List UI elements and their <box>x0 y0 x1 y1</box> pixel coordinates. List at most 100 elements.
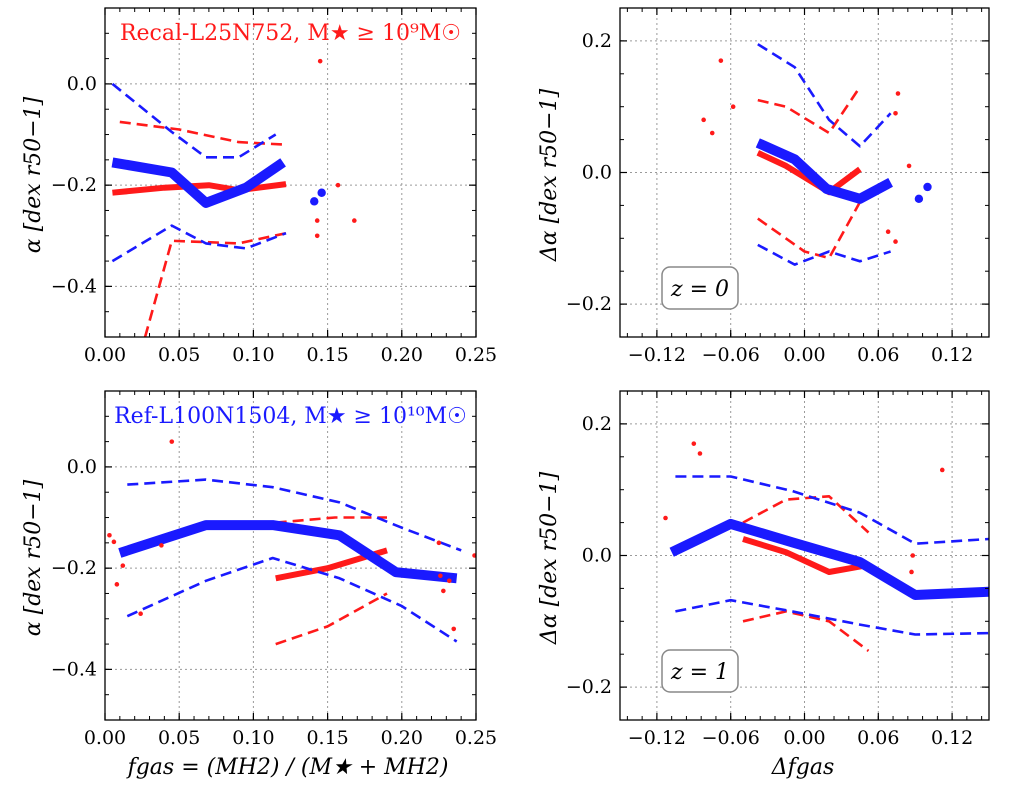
series-blue-dashed <box>675 475 989 546</box>
x-tick-label: −0.06 <box>702 727 760 749</box>
y-tick-label: 0.2 <box>582 30 612 52</box>
data-point-red <box>939 467 945 473</box>
x-tick-label: 0.00 <box>783 727 825 749</box>
xlabel-left: fgas = (MH2) / (M★ + MH2) <box>126 755 449 780</box>
x-tick-label: 0.20 <box>381 344 423 366</box>
y-tick-label: 0.0 <box>67 456 97 478</box>
x-tick-label: −0.12 <box>628 344 686 366</box>
data-point-red <box>446 578 452 584</box>
x-tick-label: 0.10 <box>232 344 274 366</box>
panel-bottom-right: −0.12 −0.06 0.00 0.06 0.12 −0.2 0.0 0.2 z = 1 <box>566 390 990 749</box>
series-red-solid-thick <box>112 181 287 196</box>
series-blue-dashed <box>111 82 277 159</box>
data-point-red <box>895 91 901 96</box>
x-tick-label: 0.12 <box>931 344 973 366</box>
series-red-solid-thick <box>742 536 867 575</box>
data-point-red <box>910 553 916 558</box>
data-point-red <box>120 563 126 568</box>
series-red-dashed <box>275 592 388 646</box>
data-point-red <box>697 451 703 456</box>
y-tick-label: −0.2 <box>51 174 97 196</box>
series-blue-solid-thicker <box>118 520 458 584</box>
data-point-red <box>159 543 164 548</box>
plot-area <box>701 43 932 266</box>
data-point-red <box>893 239 898 244</box>
series-blue-dashed <box>675 598 989 636</box>
redshift-box <box>661 649 739 693</box>
redshift-label: z = 1 <box>670 660 729 685</box>
x-tick-label: 0.12 <box>931 727 973 749</box>
panel-bottom-left: 0.00 0.05 0.10 0.15 0.20 0.25 −0.4 −0.2 0.0 Ref-L… <box>51 390 497 749</box>
data-point-red <box>451 626 457 632</box>
data-point-red <box>107 532 112 538</box>
series-red-dashed <box>143 231 287 337</box>
data-point-red <box>169 439 175 444</box>
data-point-red <box>893 110 898 116</box>
x-tick-label: −0.06 <box>702 344 760 366</box>
x-tick-label: 0.25 <box>455 344 497 366</box>
ylabel-bottom-right: Δα [dex r50−1] <box>537 471 562 645</box>
series-red-solid-thick <box>756 150 862 196</box>
data-point-red <box>335 182 341 188</box>
data-point-red <box>436 540 442 546</box>
data-point-red <box>352 218 357 223</box>
axes-frame <box>104 7 477 338</box>
y-tick-label: −0.2 <box>51 557 97 579</box>
x-tick-label: 0.25 <box>455 727 497 749</box>
y-tick-label: −0.4 <box>51 275 97 297</box>
series-blue-dashed <box>127 478 462 552</box>
data-point-blue <box>317 188 326 197</box>
axes-frame <box>104 390 477 721</box>
series-blue-dashed <box>757 43 892 148</box>
series-red-dashed <box>275 516 387 524</box>
x-tick-label: 0.05 <box>158 727 200 749</box>
series-red-dashed <box>742 494 870 534</box>
data-point-red <box>438 573 443 579</box>
plot-area <box>107 439 476 646</box>
x-tick-label: 0.06 <box>857 344 899 366</box>
panel-annotation: Ref-L100N1504, M★ ≥ 10¹⁰M☉ <box>114 404 467 429</box>
data-point-red <box>111 539 117 545</box>
data-point-red <box>114 582 120 587</box>
data-point-blue <box>914 194 924 204</box>
data-point-red <box>441 588 446 594</box>
x-tick-label: 0.05 <box>158 344 200 366</box>
data-point-red <box>663 515 668 521</box>
series-blue-dashed <box>126 556 458 643</box>
data-point-red <box>885 229 891 235</box>
series-red-dashed <box>119 120 287 146</box>
data-point-red <box>314 233 320 239</box>
y-tick-label: 0.0 <box>67 73 97 95</box>
x-tick-label: 0.20 <box>381 727 423 749</box>
ylabel-bottom-left: α [dex r50−1] <box>21 479 46 636</box>
x-tick-label: 0.10 <box>232 727 274 749</box>
x-tick-label: 0.15 <box>306 344 348 366</box>
series-blue-dashed <box>757 243 891 266</box>
series-blue-solid-thicker <box>755 138 893 204</box>
series-blue-solid-thicker <box>669 518 989 600</box>
y-tick-label: 0.0 <box>582 162 612 184</box>
ylabel-top-right: Δα [dex r50−1] <box>537 88 562 262</box>
redshift-box <box>661 266 739 310</box>
data-point-red <box>701 117 706 123</box>
data-point-red <box>472 553 476 558</box>
plot-area <box>663 441 989 652</box>
ylabel-top-left: α [dex r50−1] <box>21 96 46 253</box>
data-point-red <box>317 58 323 64</box>
xlabel-right: Δfgas <box>771 755 835 780</box>
series-red-dashed <box>742 610 870 652</box>
y-tick-label: −0.4 <box>51 658 97 680</box>
panel-top-left: 0.00 0.05 0.10 0.15 0.20 0.25 −0.4 −0.2 0.0 Recal… <box>51 7 497 366</box>
series-red-dashed <box>757 86 861 135</box>
x-tick-label: 0.06 <box>857 727 899 749</box>
panel-top-right: −0.12 −0.06 0.00 0.06 0.12 −0.2 0.0 0.2 z = 0 <box>566 7 990 366</box>
data-point-blue <box>310 197 319 206</box>
data-point-red <box>138 611 143 617</box>
plot-area <box>111 58 357 337</box>
data-point-red <box>909 569 914 575</box>
data-point-red <box>691 441 697 446</box>
data-point-red <box>906 163 912 169</box>
redshift-label: z = 0 <box>670 277 729 302</box>
data-point-red <box>314 218 320 223</box>
